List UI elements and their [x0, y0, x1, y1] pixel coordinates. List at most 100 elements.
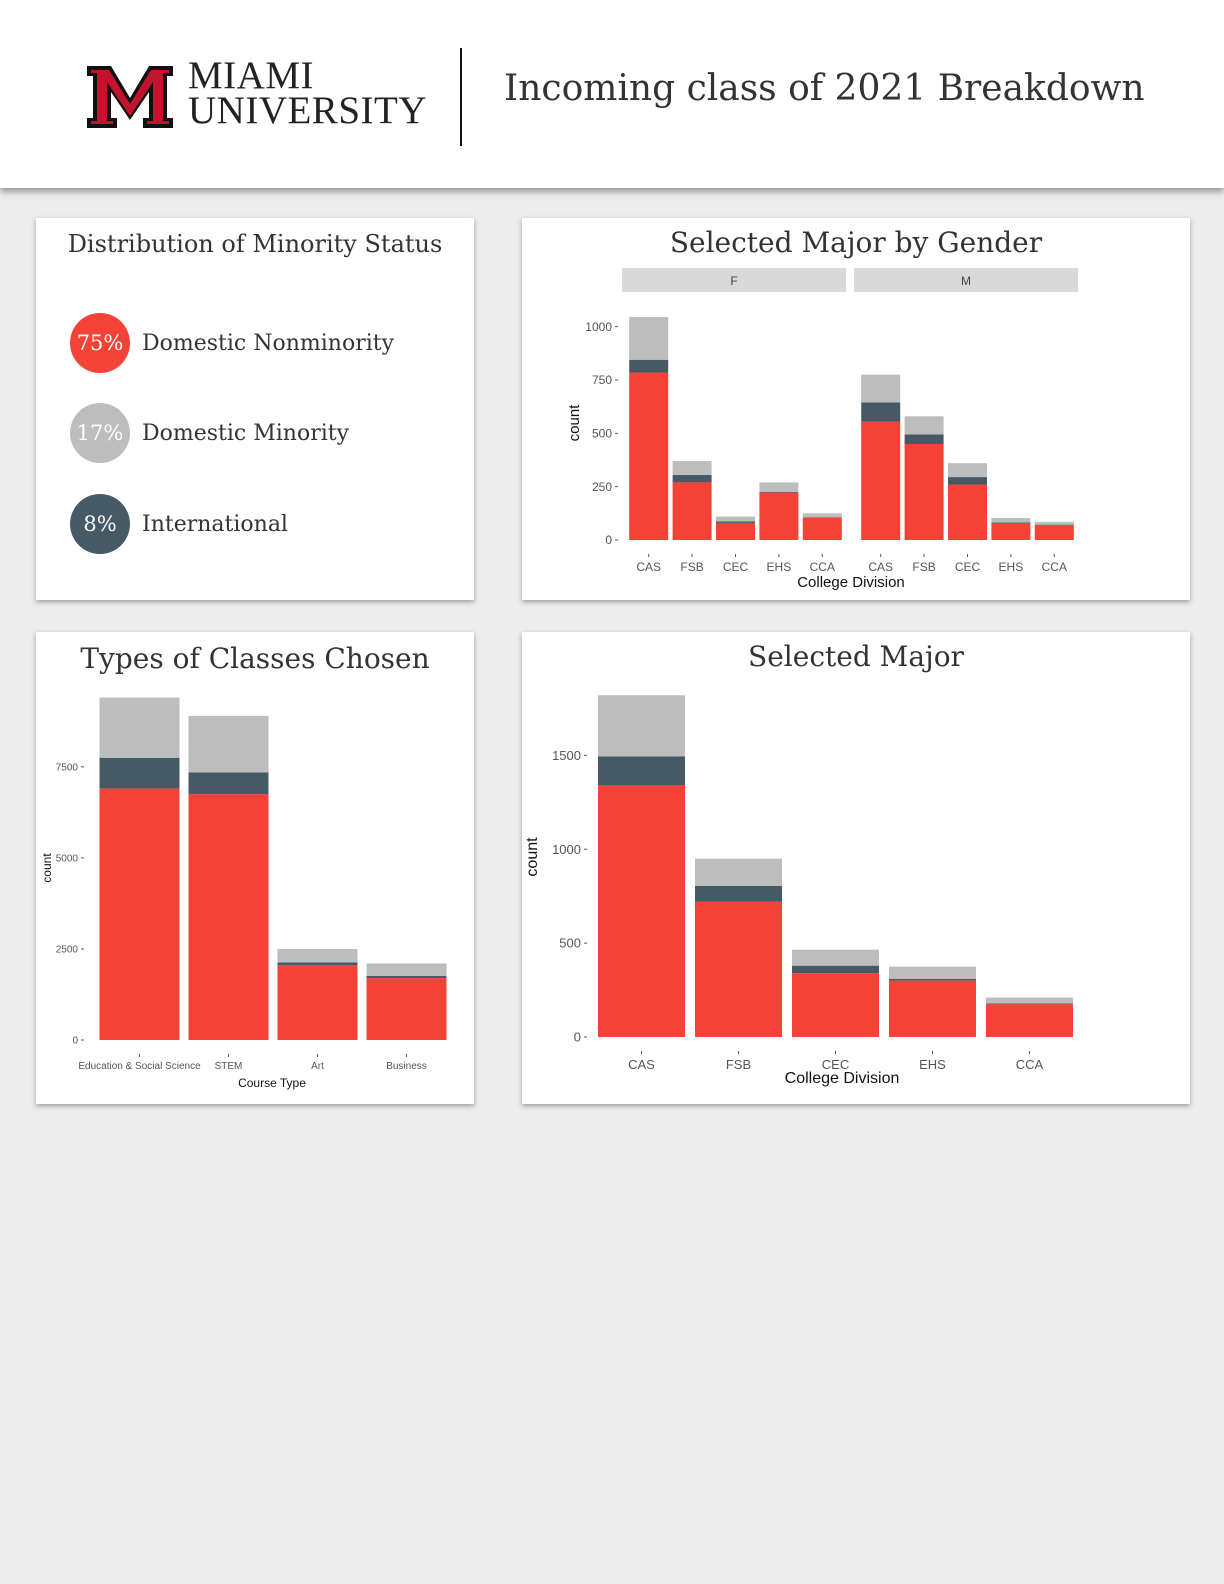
classes-bar-minority	[188, 715, 269, 773]
major-bar-minority	[792, 949, 879, 966]
major-bar-nonminority	[598, 785, 685, 1037]
gender-f-x-tick-label: CAS	[636, 560, 661, 574]
major-bar-international	[889, 978, 976, 981]
gender-f-bar-minority	[672, 461, 712, 475]
major-bar-nonminority	[695, 901, 782, 1037]
major-bar-international	[986, 1003, 1073, 1005]
major-x-tick-label: EHS	[919, 1057, 946, 1072]
major-y-axis-label: count	[524, 837, 541, 877]
selected-major-card: Selected Major 0 500 1000 1500 CAS FSB CEC EHS C…	[522, 632, 1190, 1104]
gender-f-bar-international	[629, 359, 669, 373]
major-x-tick-label: CAS	[628, 1057, 655, 1072]
international-label: International	[142, 511, 288, 537]
gender-m-x-tick-label: CAS	[868, 560, 893, 574]
gender-m-bar-nonminority	[948, 484, 987, 540]
major-bar-minority	[598, 695, 685, 757]
gender-f-bar-international	[672, 474, 712, 483]
classes-bar-minority	[366, 963, 447, 976]
classes-bar-minority	[277, 948, 358, 963]
classes-x-tick-label: STEM	[215, 1061, 243, 1072]
classes-chosen-title: Types of Classes Chosen	[80, 642, 430, 675]
major-y-tick-label: 1000	[552, 842, 581, 857]
wordmark-line-1: MIAMI	[188, 54, 314, 97]
major-bar-nonminority	[986, 1004, 1073, 1037]
classes-x-tick-label: Art	[311, 1061, 324, 1072]
classes-y-tick-label: 0	[72, 1036, 78, 1047]
classes-bar-nonminority	[366, 978, 447, 1040]
major-bar-minority	[695, 858, 782, 886]
gender-m-bar-nonminority	[991, 522, 1031, 540]
gender-m-bar-international	[948, 477, 987, 485]
classes-bar-international	[277, 962, 358, 966]
classes-y-tick-label: 2500	[56, 944, 79, 955]
major-x-tick-label: CEC	[822, 1057, 849, 1072]
gender-m-bar-minority	[991, 518, 1031, 523]
gender-f-bar-international	[716, 521, 755, 523]
gender-m-bar-nonminority	[861, 421, 901, 540]
classes-bar-nonminority	[99, 788, 180, 1040]
minority-legend-row: 8% International	[70, 494, 288, 554]
gender-f-bar-minority	[759, 482, 799, 492]
gender-m-bar-international	[904, 434, 944, 444]
minority-legend-row: 17% Domestic Minority	[70, 403, 349, 463]
gender-y-tick-label: 0	[605, 533, 612, 547]
gender-f-x-tick-label: CCA	[810, 560, 835, 574]
gender-m-bar-nonminority	[904, 444, 944, 540]
gender-f-bar-nonminority	[716, 522, 755, 540]
major-bar-nonminority	[792, 973, 879, 1037]
facet-strip-f	[622, 268, 846, 292]
classes-y-axis-label: count	[40, 853, 54, 883]
selected-major-chart: 0 500 1000 1500 CAS FSB CEC EHS CCA College Divis…	[524, 695, 1073, 1087]
gender-f-bar-minority	[802, 513, 842, 518]
classes-bar-international	[188, 772, 269, 795]
gender-y-tick-label: 750	[592, 373, 612, 387]
wordmark-line-2: UNIVERSITY	[188, 89, 427, 132]
gender-f-x-tick-label: FSB	[680, 560, 703, 574]
gender-y-tick-label: 250	[592, 480, 612, 494]
facet-strip-m	[854, 268, 1078, 292]
major-by-gender-title: Selected Major by Gender	[669, 226, 1043, 259]
gender-f-bar-nonminority	[802, 517, 842, 540]
gender-f-bar-minority	[716, 516, 755, 522]
gender-m-x-tick-label: CEC	[955, 560, 981, 574]
major-y-tick-label: 500	[559, 936, 581, 951]
major-by-gender-chart: 0 250 500 750 1000 F CAS FSB CEC EHS CCA M CAS FSB CEC…	[566, 268, 1078, 591]
facet-label-m: M	[961, 274, 971, 288]
gender-y-tick-label: 1000	[585, 320, 612, 334]
minority-status-title: Distribution of Minority Status	[67, 230, 443, 258]
selected-major-title: Selected Major	[748, 640, 964, 673]
nonminority-label: Domestic Nonminority	[142, 330, 395, 356]
major-bar-minority	[889, 966, 976, 979]
miami-m-logo-icon	[87, 66, 173, 128]
page-title: Incoming class of 2021 Breakdown	[504, 68, 1145, 109]
gender-m-x-tick-label: EHS	[999, 560, 1024, 574]
header-divider	[460, 48, 462, 146]
gender-f-x-tick-label: CEC	[723, 560, 749, 574]
major-bar-international	[598, 756, 685, 786]
classes-bar-nonminority	[277, 965, 358, 1040]
gender-f-bar-minority	[629, 317, 669, 360]
facet-label-f: F	[730, 274, 737, 288]
gender-m-x-tick-label: CCA	[1042, 560, 1067, 574]
classes-y-tick-label: 7500	[56, 762, 79, 773]
gender-m-bar-minority	[1034, 521, 1074, 525]
gender-f-bar-international	[759, 492, 799, 493]
minority-legend-row: 75% Domestic Nonminority	[70, 313, 394, 373]
gender-f-bar-nonminority	[672, 482, 712, 540]
classes-chosen-chart: 0 2500 5000 7500 Education & Social Science S…	[40, 697, 447, 1090]
classes-x-tick-label: Education & Social Science	[78, 1061, 201, 1072]
major-bar-nonminority	[889, 980, 976, 1037]
minority-status-card: Distribution of Minority Status 75% Dome…	[36, 218, 474, 600]
major-x-tick-label: FSB	[726, 1057, 751, 1072]
gender-y-tick-label: 500	[592, 427, 612, 441]
classes-x-axis-label: Course Type	[238, 1076, 306, 1090]
gender-x-axis-label: College Division	[797, 574, 905, 591]
classes-y-tick-label: 5000	[56, 853, 79, 864]
international-percent-badge: 8%	[70, 494, 130, 554]
gender-m-bar-minority	[904, 416, 944, 435]
classes-bar-international	[99, 757, 180, 789]
gender-m-bar-international	[861, 402, 901, 422]
gender-m-x-tick-label: FSB	[912, 560, 935, 574]
gender-f-bar-nonminority	[759, 492, 799, 540]
major-by-gender-card: Selected Major by Gender 0 250 500 750 1000 F…	[522, 218, 1190, 600]
